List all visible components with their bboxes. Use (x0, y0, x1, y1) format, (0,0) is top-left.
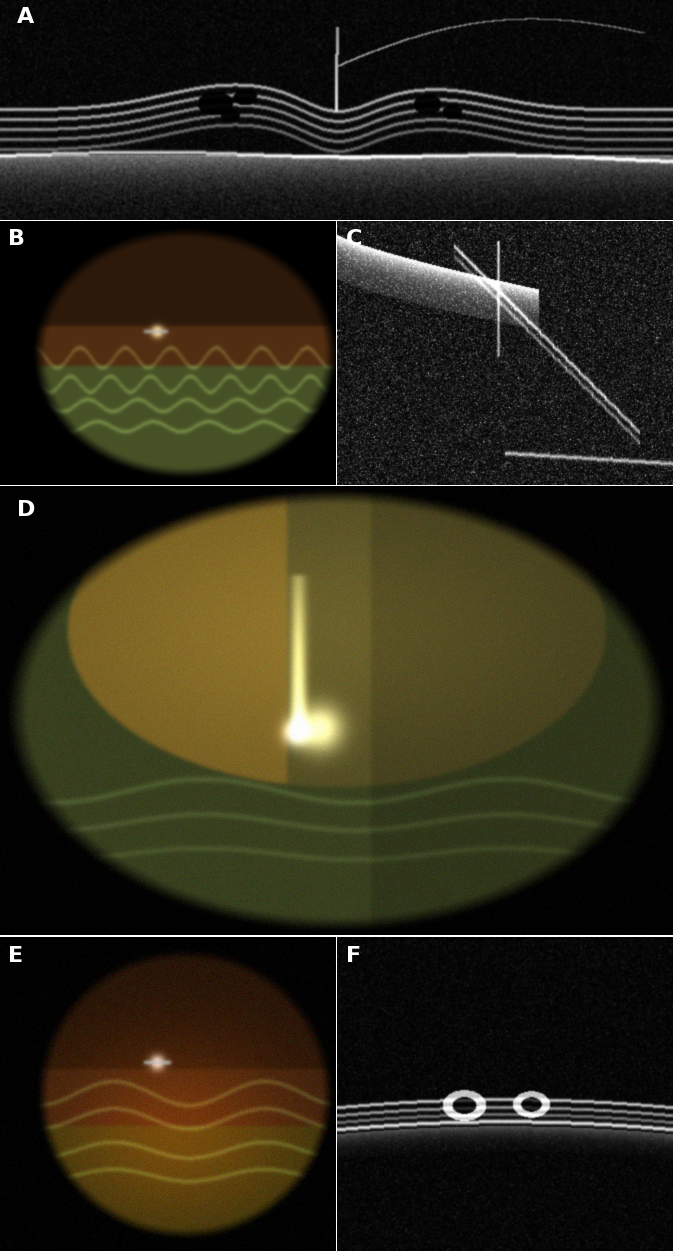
Text: C: C (345, 229, 362, 249)
Text: B: B (8, 229, 26, 249)
Text: E: E (8, 946, 24, 966)
Text: A: A (17, 6, 34, 26)
Text: D: D (17, 500, 35, 520)
Text: F: F (345, 946, 361, 966)
